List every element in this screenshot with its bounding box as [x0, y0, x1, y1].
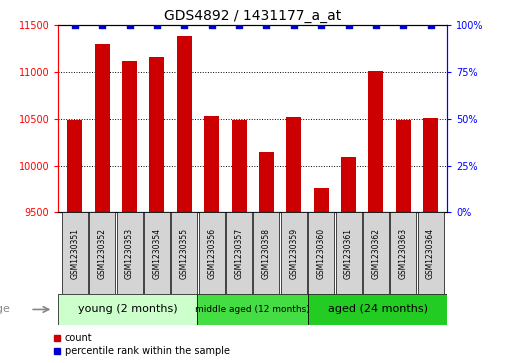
Bar: [335, 212, 362, 294]
Bar: [204, 116, 219, 212]
Text: GSM1230359: GSM1230359: [289, 228, 298, 279]
Bar: [62, 212, 88, 294]
Text: aged (24 months): aged (24 months): [328, 305, 428, 314]
Point: [344, 23, 353, 28]
Bar: [94, 44, 110, 212]
Point: [235, 23, 243, 28]
Bar: [226, 212, 252, 294]
Bar: [197, 294, 308, 325]
Bar: [253, 212, 279, 294]
Text: middle aged (12 months): middle aged (12 months): [196, 305, 310, 314]
Text: GSM1230358: GSM1230358: [262, 228, 271, 279]
Bar: [144, 212, 170, 294]
Point: [372, 23, 380, 28]
Bar: [281, 212, 307, 294]
Bar: [177, 36, 192, 212]
Text: GSM1230363: GSM1230363: [399, 228, 408, 279]
Text: GSM1230351: GSM1230351: [70, 228, 79, 279]
Bar: [396, 120, 411, 212]
Bar: [363, 212, 389, 294]
Point: [317, 23, 325, 28]
Point: [180, 23, 188, 28]
Text: young (2 months): young (2 months): [78, 305, 178, 314]
Point: [153, 23, 161, 28]
Bar: [286, 117, 301, 212]
Bar: [259, 152, 274, 212]
Point: [427, 23, 435, 28]
Bar: [116, 212, 143, 294]
Bar: [199, 212, 225, 294]
Text: GSM1230364: GSM1230364: [426, 228, 435, 279]
Bar: [171, 212, 197, 294]
Bar: [232, 120, 246, 212]
Bar: [423, 118, 438, 212]
Text: GSM1230352: GSM1230352: [98, 228, 107, 279]
Text: GSM1230354: GSM1230354: [152, 228, 162, 279]
Legend: count, percentile rank within the sample: count, percentile rank within the sample: [53, 333, 230, 356]
Point: [125, 23, 134, 28]
Point: [208, 23, 216, 28]
Bar: [89, 212, 115, 294]
Bar: [68, 120, 82, 212]
Point: [71, 23, 79, 28]
Point: [399, 23, 407, 28]
Text: GSM1230362: GSM1230362: [371, 228, 380, 279]
Bar: [58, 294, 197, 325]
Text: GSM1230356: GSM1230356: [207, 228, 216, 279]
Point: [98, 23, 106, 28]
Bar: [313, 188, 329, 212]
Bar: [308, 294, 447, 325]
Text: GSM1230360: GSM1230360: [316, 228, 326, 279]
Text: age: age: [0, 305, 10, 314]
Title: GDS4892 / 1431177_a_at: GDS4892 / 1431177_a_at: [164, 9, 341, 23]
Bar: [308, 212, 334, 294]
Bar: [149, 57, 165, 212]
Point: [290, 23, 298, 28]
Text: GSM1230353: GSM1230353: [125, 228, 134, 279]
Bar: [341, 157, 356, 212]
Bar: [418, 212, 443, 294]
Text: GSM1230355: GSM1230355: [180, 228, 189, 279]
Bar: [368, 71, 384, 212]
Bar: [122, 61, 137, 212]
Point: [262, 23, 270, 28]
Bar: [390, 212, 416, 294]
Text: GSM1230361: GSM1230361: [344, 228, 353, 279]
Text: GSM1230357: GSM1230357: [235, 228, 243, 279]
